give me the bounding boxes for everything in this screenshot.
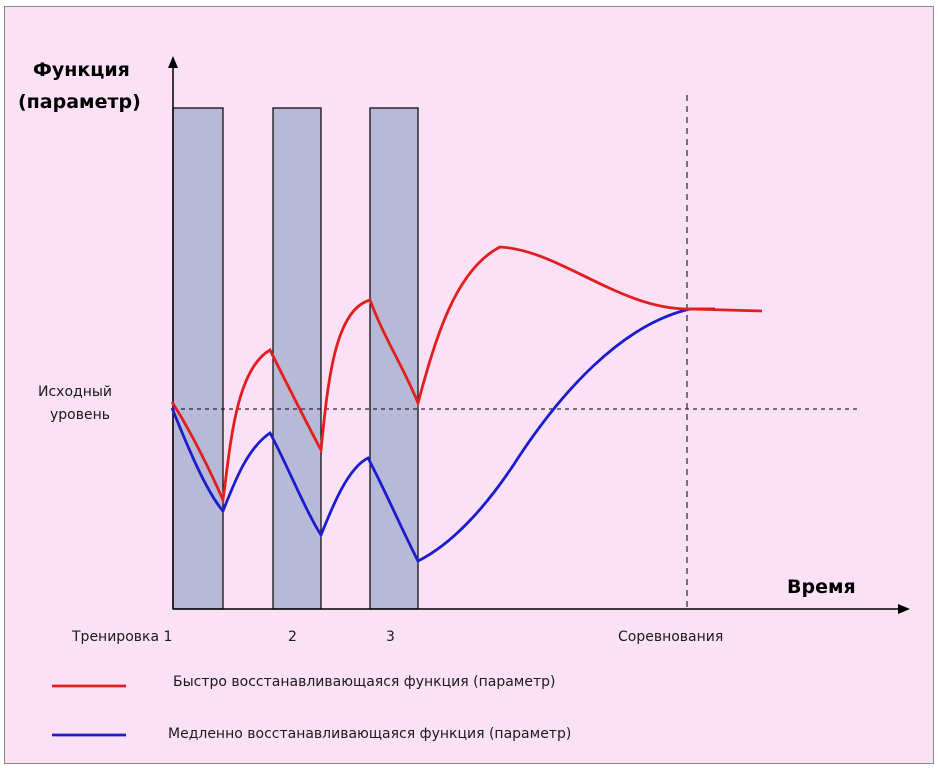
legend-fast-label: Быстро восстанавливающаяся функция (пара… [173, 674, 555, 690]
training-block-2 [272, 107, 322, 610]
slow-recovery-curve [170, 307, 715, 563]
y-axis-title-line2: (параметр) [18, 91, 141, 113]
training-block-3 [369, 107, 419, 610]
y-axis-title-line1: Функция [33, 59, 130, 81]
training-block-1 [172, 107, 224, 610]
fast-recovery-curve [170, 245, 763, 506]
baseline-label-line1: Исходный [38, 384, 112, 400]
x-label-training-2: 2 [288, 629, 297, 645]
legend-slow-label: Медленно восстанавливающаяся функция (па… [168, 726, 571, 742]
baseline-label-line2: уровень [50, 407, 110, 423]
x-label-training-1: Тренировка 1 [71, 629, 172, 645]
diagram-frame [4, 6, 934, 764]
x-label-training-3: 3 [386, 629, 395, 645]
x-label-competition: Соревнования [618, 629, 723, 645]
x-axis-title: Время [787, 576, 856, 598]
